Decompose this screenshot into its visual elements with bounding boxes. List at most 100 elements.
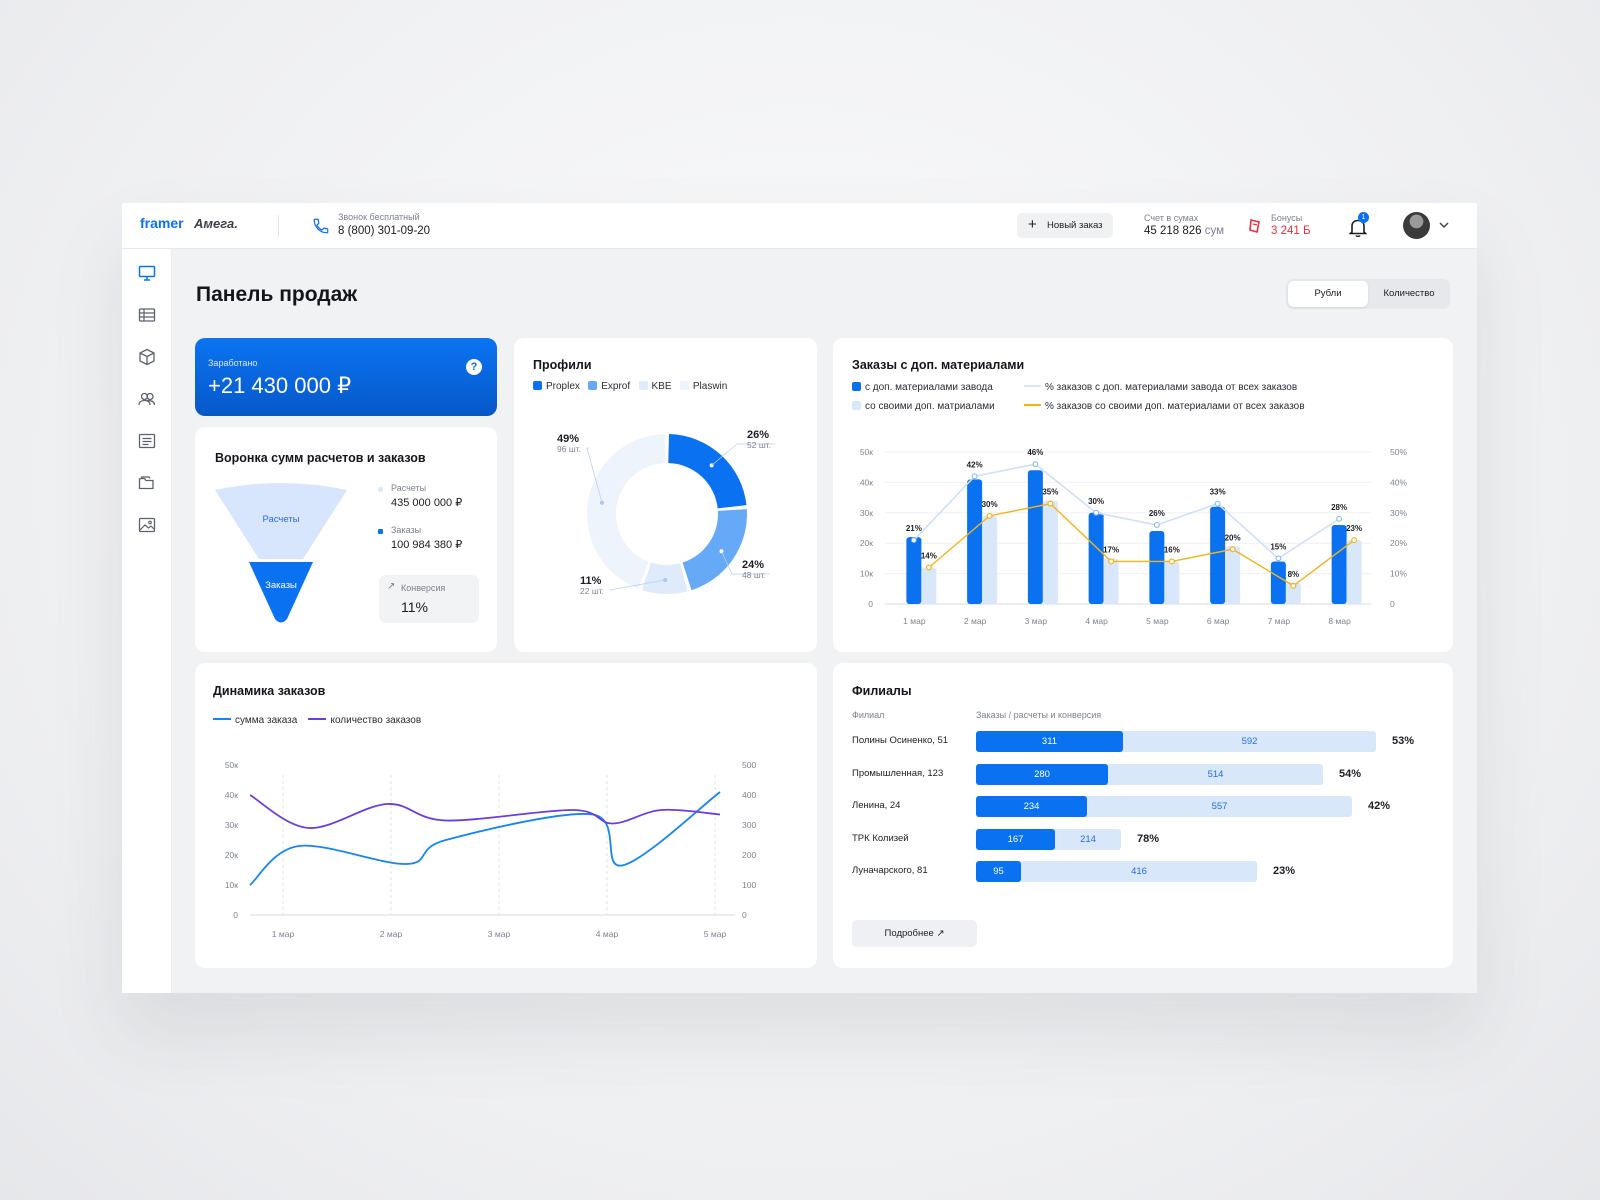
funnel-top-shape [215,483,347,559]
bar-own [1042,500,1058,604]
x-tick: 3 мар [488,929,511,938]
percent-label-own: 16% [1164,545,1180,554]
bar-own [1103,558,1119,604]
legend-kbe[interactable]: KBE [638,381,672,392]
chevron-down-icon[interactable] [1438,220,1450,230]
image-icon[interactable] [137,515,157,535]
materials-legend-1: с доп. материалами завода [852,382,993,393]
y-tick-right: 20% [1390,538,1407,548]
percent-point-factory [1275,555,1282,562]
legend-orders-name: Заказы [391,525,422,535]
toggle-quantity[interactable]: Количество [1383,288,1435,299]
new-order-label: Новый заказ [1047,220,1103,231]
x-tick: 4 мар [1085,616,1108,626]
callout-count: 48 шт. [742,570,766,580]
calc-value: 416 [1131,866,1147,877]
legend-sum[interactable]: сумма заказа [213,715,297,726]
callout-percent: 26% [747,429,769,441]
percent-point-factory [910,537,917,544]
bonus-value: 3 241 Б [1271,225,1311,237]
users-icon[interactable] [137,389,157,409]
top-bar: framer Амега. Звонок бесплатный 8 (800) … [122,203,1477,249]
y-tick-left: 0 [868,599,873,609]
y-tick-right: 500 [742,760,756,770]
legend-proplex[interactable]: Proplex [533,381,580,392]
legend-calc-name: Расчеты [391,483,427,493]
x-tick: 2 мар [964,616,987,626]
funnel-chart: Расчеты Заказы [215,483,347,623]
box-icon[interactable] [137,347,157,367]
y-tick-right: 200 [742,850,756,860]
table-row[interactable]: ТРК Колизей 167 214 78% [833,828,1453,851]
x-tick: 1 мар [272,929,295,938]
dynamics-title: Динамика заказов [213,684,326,698]
funnel-title: Воронка сумм расчетов и заказов [215,451,426,465]
avatar[interactable] [1403,212,1430,239]
percent-label-factory: 42% [967,460,983,469]
y-tick-right: 0 [742,910,747,920]
calc-bar [976,861,1257,882]
percent-label-factory: 33% [1210,488,1226,497]
percent-label-own: 14% [921,552,937,561]
legend-plaswin[interactable]: Plaswin [679,381,727,392]
callout-dot [599,500,604,505]
account-caption: Счет в сумах [1144,213,1199,223]
bar-factory [967,479,983,604]
table-icon[interactable] [137,305,157,325]
legend-calc-value: 435 000 000 ₽ [391,497,463,509]
materials-card: Заказы с доп. материалами с доп. материа… [833,338,1453,652]
percent-point-own [1168,558,1175,565]
folder-icon[interactable] [137,473,157,493]
x-tick: 2 мар [380,929,403,938]
percent-line-own [928,502,1355,587]
monitor-icon[interactable] [137,263,157,283]
materials-legend-3: % заказов с доп. материалами завода от в… [1024,382,1297,393]
bar-factory [1088,512,1104,604]
y-tick-left: 30к [860,508,873,518]
dynamics-card: Динамика заказов сумма заказа количество… [195,663,817,968]
y-tick-left: 40к [225,790,238,800]
earned-label: Заработано [208,358,258,368]
trend-up-icon: ↗ [387,581,396,592]
conversion-box: ↗ Конверсия 11% [379,575,479,623]
table-row[interactable]: Луначарского, 81 95 416 23% [833,861,1453,883]
callout-line [711,443,775,466]
app-window: framer Амега. Звонок бесплатный 8 (800) … [122,203,1477,993]
legend-count[interactable]: количество заказов [308,715,421,726]
percent-label-factory: 46% [1027,448,1043,457]
sidebar [122,249,172,993]
conversion-percent: 23% [1273,865,1296,877]
legend-exprof[interactable]: Exprof [588,381,630,392]
y-tick-left: 50к [225,760,238,770]
x-tick: 6 мар [1207,616,1230,626]
percent-label-factory: 21% [906,524,922,533]
profiles-title: Профили [533,358,592,372]
y-tick-left: 10к [860,569,873,579]
bar-own [921,567,937,604]
callout-count: 22 шт. [580,586,604,596]
conversion-percent: 42% [1368,800,1391,812]
account-unit: сум [1204,225,1225,237]
branch-name: Ленина, 24 [852,800,901,811]
logo-amega[interactable]: Амега. [194,216,238,231]
table-row[interactable]: Промышленная, 123 280 514 54% [833,763,1453,786]
y-tick-left: 0 [233,910,238,920]
list-icon[interactable] [137,431,157,451]
percent-point-factory [1336,515,1343,522]
phone-icon [313,218,329,234]
phone-number[interactable]: 8 (800) 301-09-20 [338,225,431,237]
more-button[interactable]: Подробнее ↗ [852,920,977,947]
logo-framer[interactable]: framer [140,215,184,231]
percent-label-factory: 15% [1270,542,1286,551]
table-row[interactable]: Полины Осиненко, 51 311 592 53% [833,731,1453,753]
toggle-rubles[interactable]: Рубли [1288,281,1368,307]
bar-factory [1331,524,1347,604]
more-label: Подробнее [884,928,934,939]
new-order-button[interactable]: + Новый заказ [1017,213,1113,238]
help-icon[interactable]: ? [466,359,482,375]
y-tick-right: 400 [742,790,756,800]
bar-factory [1210,506,1226,604]
divider [278,215,279,237]
table-row[interactable]: Ленина, 24 234 557 42% [833,796,1453,818]
dynamics-legend: сумма заказа количество заказов [213,715,421,726]
